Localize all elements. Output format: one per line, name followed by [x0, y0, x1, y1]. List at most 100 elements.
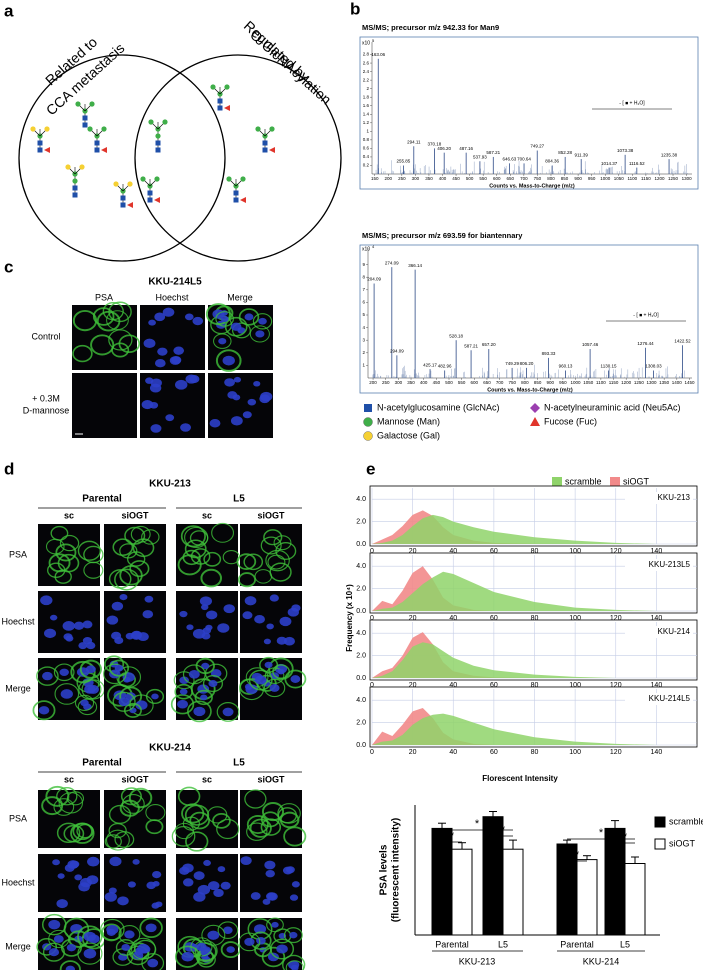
y-unit: x10: [362, 246, 370, 252]
fucose: [224, 105, 230, 111]
x-tick-label: 550: [479, 176, 487, 181]
nucleus: [157, 347, 168, 356]
cell-membrane: [100, 918, 125, 941]
y-tick-label: 1: [366, 129, 369, 134]
nucleus: [80, 699, 89, 707]
cell-membrane: [77, 925, 103, 948]
spectrum-frame: [359, 244, 699, 394]
nucleus: [222, 355, 235, 366]
x-tick-label: 0: [370, 682, 374, 689]
micrograph: [240, 854, 302, 912]
x-tick-label: 0: [370, 615, 374, 622]
fucose: [101, 147, 107, 153]
nucleus: [203, 859, 211, 867]
legend-symbol: [530, 403, 540, 413]
nucleus: [87, 856, 100, 867]
y-tick-label: 0.2: [363, 163, 370, 168]
nucleus: [247, 398, 257, 406]
x-tick-label: 550: [458, 380, 466, 385]
nucleus: [150, 424, 162, 433]
cell-membrane: [55, 543, 77, 562]
x-tick-label: 100: [569, 548, 581, 555]
nucleus: [179, 866, 190, 875]
x-tick-label: 20: [409, 682, 417, 689]
x-tick-label: 1300: [646, 380, 657, 385]
micrograph-background: [72, 373, 137, 438]
nucleus: [269, 594, 279, 602]
glycan-icon: [210, 84, 230, 111]
nucleus: [220, 315, 229, 323]
nucleus: [177, 699, 189, 709]
x-tick-label: 1150: [641, 176, 651, 181]
glycan-icon: [140, 176, 160, 203]
nucleus: [207, 930, 220, 940]
cell-membrane: [182, 816, 200, 831]
nucleus: [226, 946, 235, 953]
row-label: Control: [31, 331, 60, 341]
peak-label: 366.14: [408, 263, 422, 268]
glycan-icon: [87, 126, 107, 153]
peak-label: 294.09: [390, 349, 404, 354]
mannose: [240, 176, 246, 182]
x-tick-label: 120: [610, 548, 622, 555]
cell-membrane: [261, 946, 286, 968]
glcnac: [147, 190, 153, 196]
venn-label: O-GlcNAcylation: [247, 26, 335, 107]
micrograph: [72, 301, 141, 370]
x-tick-label: 1200: [654, 176, 665, 181]
nucleus: [173, 346, 185, 355]
y-unit-exponent: 5: [372, 38, 375, 43]
nucleus: [111, 631, 122, 640]
nucleus: [48, 919, 61, 930]
cell-membrane: [238, 308, 260, 326]
nucleus: [106, 615, 119, 625]
nucleus: [169, 356, 181, 365]
cell-membrane: [184, 804, 210, 826]
cell-membrane: [282, 954, 306, 970]
block-title: KKU-213: [149, 479, 191, 490]
y-tick-label: 2.8: [363, 52, 370, 57]
x-tick-label: 600: [471, 380, 479, 385]
cell-membrane: [187, 700, 212, 723]
nucleus: [265, 869, 275, 878]
x-tick-label: 140: [651, 548, 663, 555]
fucose: [44, 147, 50, 153]
legend-label: N-acetylglucosamine (GlcNAc): [377, 402, 500, 412]
glcnac: [120, 202, 126, 208]
cell-membrane: [283, 927, 303, 944]
cell-membrane: [171, 826, 196, 847]
x-tick-label: 800: [547, 176, 555, 181]
group-label: L5: [233, 758, 245, 769]
x-tick-label: 100: [569, 615, 581, 622]
nucleus: [213, 888, 224, 898]
nucleus: [151, 693, 159, 700]
cell-membrane: [244, 789, 267, 809]
nucleus: [220, 881, 231, 890]
cell-membrane: [270, 938, 295, 960]
micrograph: [208, 373, 273, 438]
micrograph: [140, 373, 205, 438]
cell-membrane: [92, 307, 115, 326]
x-tick-label: 350: [407, 380, 415, 385]
bar: [431, 827, 453, 936]
x-tick-label: Parental: [435, 939, 469, 949]
cell-membrane: [212, 813, 231, 829]
nucleus: [193, 871, 205, 880]
x-tick-label: 500: [445, 380, 453, 385]
x-tick-label: 1250: [634, 380, 645, 385]
x-tick-label: 500: [466, 176, 474, 181]
mannose: [72, 178, 78, 184]
nucleus: [266, 623, 274, 630]
nucleus: [162, 307, 175, 317]
panel-name: KKU-213L5: [649, 560, 691, 569]
nucleus: [179, 676, 189, 685]
cell-membrane: [60, 938, 82, 957]
peak-label: 749.29: [505, 361, 519, 366]
mannose: [140, 176, 146, 182]
nucleus: [209, 418, 221, 428]
nucleus: [277, 668, 285, 675]
nucleus: [200, 694, 208, 701]
glcnac: [233, 197, 239, 203]
significance-mark: *: [475, 818, 480, 830]
glcnac: [94, 140, 100, 146]
